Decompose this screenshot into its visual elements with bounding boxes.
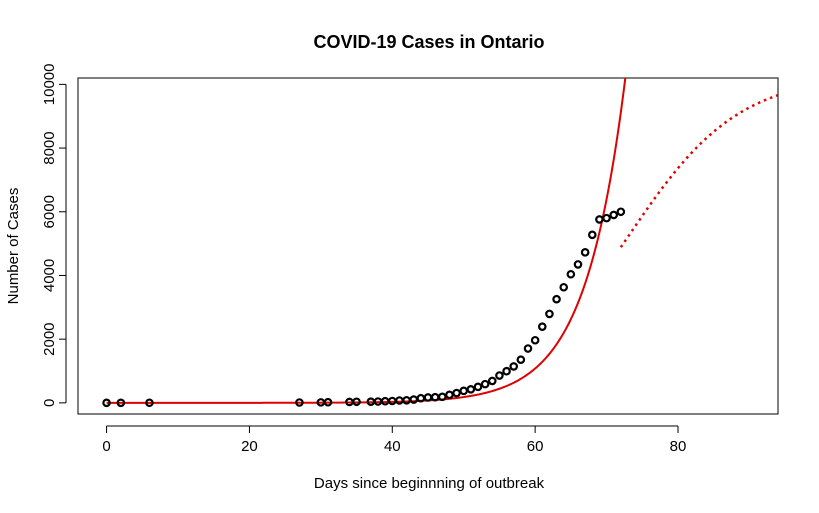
y-tick-label: 2000 bbox=[41, 322, 58, 355]
fit-curves bbox=[106, 78, 778, 404]
y-tick-label: 6000 bbox=[41, 195, 58, 228]
plot-frame bbox=[77, 77, 779, 415]
data-point bbox=[480, 379, 490, 389]
x-axis: 0 20 40 60 80 bbox=[102, 425, 687, 455]
data-point bbox=[523, 344, 533, 353]
data-point bbox=[430, 392, 440, 402]
data-point bbox=[473, 382, 483, 392]
data-point bbox=[516, 355, 526, 364]
y-axis-label: Number of Cases bbox=[5, 188, 22, 305]
data-point bbox=[495, 371, 504, 380]
y-tick-label: 0 bbox=[41, 399, 58, 407]
logistic-fit-line bbox=[619, 94, 778, 248]
data-point bbox=[616, 207, 626, 217]
exponential-fit-line bbox=[106, 78, 627, 404]
data-point bbox=[566, 269, 576, 279]
data-point bbox=[102, 398, 111, 408]
data-point bbox=[452, 388, 461, 398]
y-tick-label: 8000 bbox=[41, 131, 58, 164]
data-point bbox=[409, 395, 419, 404]
data-point bbox=[587, 230, 597, 240]
x-tick-label: 80 bbox=[670, 438, 687, 455]
data-points bbox=[102, 207, 626, 408]
data-point bbox=[552, 294, 561, 304]
data-point bbox=[423, 393, 433, 402]
data-point bbox=[116, 398, 126, 408]
x-axis-label: Days since beginnning of outbreak bbox=[314, 475, 545, 492]
data-point bbox=[437, 392, 447, 402]
data-point bbox=[509, 362, 519, 371]
data-point bbox=[530, 335, 540, 345]
data-point bbox=[466, 385, 476, 394]
chart-title: COVID-19 Cases in Ontario bbox=[313, 32, 544, 52]
x-tick-label: 20 bbox=[241, 438, 258, 455]
y-tick-label: 10000 bbox=[41, 64, 58, 106]
data-point bbox=[352, 397, 361, 407]
data-point bbox=[609, 210, 619, 220]
data-point bbox=[395, 396, 404, 405]
data-point bbox=[559, 282, 569, 292]
data-point bbox=[145, 398, 154, 408]
data-point bbox=[295, 398, 304, 407]
data-point bbox=[502, 366, 511, 376]
x-tick-label: 60 bbox=[527, 438, 544, 455]
data-point bbox=[580, 248, 590, 257]
data-point bbox=[602, 213, 611, 223]
data-point bbox=[416, 393, 426, 403]
data-point bbox=[573, 260, 583, 269]
data-point bbox=[545, 309, 554, 319]
x-tick-label: 40 bbox=[384, 438, 401, 455]
data-point bbox=[445, 390, 454, 400]
y-tick-label: 4000 bbox=[41, 259, 58, 292]
data-point bbox=[323, 397, 333, 407]
y-axis: 0 2000 4000 6000 8000 10000 bbox=[41, 64, 67, 407]
data-point bbox=[402, 396, 411, 405]
data-point bbox=[537, 322, 547, 331]
data-point bbox=[487, 376, 497, 386]
data-point bbox=[459, 386, 469, 396]
data-point bbox=[595, 215, 604, 224]
x-tick-label: 0 bbox=[102, 438, 110, 455]
